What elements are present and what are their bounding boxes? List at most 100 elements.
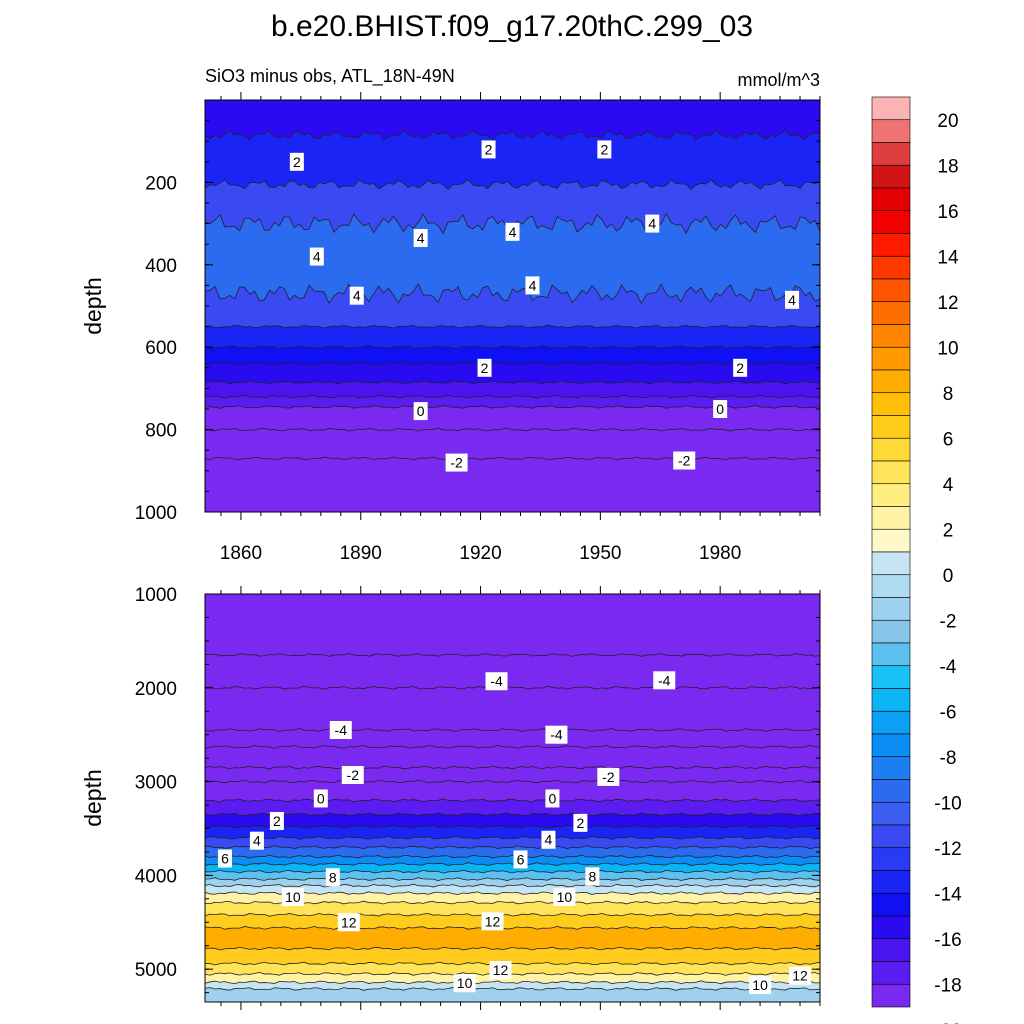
contour-label: 8 — [585, 867, 600, 886]
lower-ylabel: depth — [80, 769, 106, 827]
colorbar-tick-label: 12 — [937, 293, 958, 314]
colorbar-tick-label: -18 — [934, 975, 961, 996]
svg-text:2: 2 — [293, 154, 301, 170]
contour-label: 4 — [645, 214, 660, 233]
chart-subtitle: SiO3 minus obs, ATL_18N-49N — [205, 66, 455, 87]
y-tick-label: 400 — [145, 256, 177, 277]
y-tick-label: 600 — [145, 338, 177, 359]
contour-line — [205, 925, 820, 930]
colorbar-tick-label: -20 — [934, 1021, 961, 1024]
contour-line — [205, 877, 820, 882]
svg-text:-4: -4 — [550, 727, 563, 743]
colorbar-swatch — [871, 301, 911, 325]
colorbar-swatch — [871, 255, 911, 280]
contour-label: 2 — [477, 358, 492, 377]
svg-text:2: 2 — [273, 813, 281, 829]
contour-line — [205, 798, 820, 803]
colorbar-swatch — [871, 710, 911, 735]
svg-text:12: 12 — [493, 962, 509, 978]
contour-label: -4 — [653, 671, 676, 690]
contour-line — [205, 728, 820, 732]
colorbar-tick-label: 14 — [937, 247, 959, 268]
contour-band — [205, 345, 820, 366]
colorbar-swatch — [871, 665, 911, 689]
contour-band — [205, 380, 820, 399]
contour-band — [205, 325, 820, 349]
contour-band — [205, 798, 820, 816]
contour-line — [205, 653, 820, 657]
contour-line — [205, 971, 820, 976]
colorbar-tick-label: -10 — [934, 793, 961, 814]
svg-text:4: 4 — [788, 292, 796, 308]
svg-text:0: 0 — [549, 790, 557, 806]
colorbar-swatch — [871, 119, 911, 143]
contour-label: 2 — [733, 358, 748, 377]
contour-label: -2 — [341, 766, 364, 785]
colorbar-tick-label: 2 — [943, 520, 954, 541]
svg-text:4: 4 — [353, 288, 361, 304]
contour-band — [205, 972, 820, 984]
y-tick-label: 1000 — [135, 585, 177, 606]
svg-text:2: 2 — [576, 815, 584, 831]
svg-text:2: 2 — [481, 360, 489, 376]
contour-label: 0 — [713, 400, 728, 418]
contour-label: 12 — [489, 961, 512, 980]
colorbar-tick-label: 20 — [937, 111, 958, 132]
svg-text:-2: -2 — [450, 455, 463, 471]
colorbar-tick-label: -6 — [940, 702, 957, 723]
svg-text:4: 4 — [509, 224, 517, 240]
contour-band — [205, 283, 820, 329]
contour-label: 4 — [309, 247, 324, 266]
units-label: mmol/m^3 — [738, 70, 820, 90]
colorbar-swatch — [871, 528, 911, 553]
colorbar-tick-label: -12 — [934, 839, 961, 860]
svg-text:10: 10 — [557, 889, 573, 905]
svg-text:-4: -4 — [490, 673, 503, 689]
svg-text:2: 2 — [600, 141, 608, 157]
contour-label: 2 — [573, 813, 588, 832]
svg-text:-2: -2 — [347, 767, 360, 783]
contour-label: 4 — [785, 290, 800, 309]
colorbar-swatch — [871, 437, 911, 462]
upper-contour-labels: 2 2 2 4 4 4 4 4 4 4 2 2 0 0 -2 -2 — [289, 140, 800, 472]
svg-text:4: 4 — [529, 277, 537, 293]
contour-label: 8 — [325, 868, 340, 887]
contour-label: 4 — [349, 286, 364, 305]
lower-filled-contours — [205, 594, 820, 1002]
contour-band — [205, 926, 820, 951]
contour-line — [205, 986, 820, 991]
svg-text:12: 12 — [485, 913, 501, 929]
contour-line — [205, 324, 820, 329]
contour-band — [205, 653, 820, 690]
svg-text:10: 10 — [752, 977, 768, 993]
upper-filled-contours — [205, 100, 820, 512]
upper-ylabel: depth — [80, 277, 106, 335]
y-tick-label: 800 — [145, 421, 177, 442]
contour-line — [205, 744, 820, 749]
contour-label: 6 — [217, 849, 232, 868]
contour-line — [205, 980, 820, 985]
contour-band — [205, 780, 820, 802]
contour-line — [205, 179, 820, 190]
contour-band — [205, 947, 820, 966]
colorbar-swatch — [871, 915, 911, 940]
contour-band — [205, 362, 820, 384]
contour-line — [205, 427, 820, 432]
colorbar-swatch — [871, 756, 911, 780]
colorbar-swatch — [871, 824, 911, 849]
colorbar-tick-label: 18 — [937, 156, 958, 177]
contour-label: 10 — [281, 887, 304, 906]
colorbar-swatch — [871, 96, 911, 121]
contour-band — [205, 728, 820, 749]
band-top — [205, 594, 820, 657]
contour-label: 2 — [269, 811, 284, 830]
colorbar-tick-label: -16 — [934, 930, 961, 951]
colorbar-swatch — [871, 983, 911, 1008]
y-tick-label: 4000 — [135, 866, 177, 887]
colorbar-tick-label: 6 — [943, 429, 954, 450]
colorbar-swatch — [871, 938, 911, 962]
y-tick-label: 5000 — [135, 960, 177, 981]
